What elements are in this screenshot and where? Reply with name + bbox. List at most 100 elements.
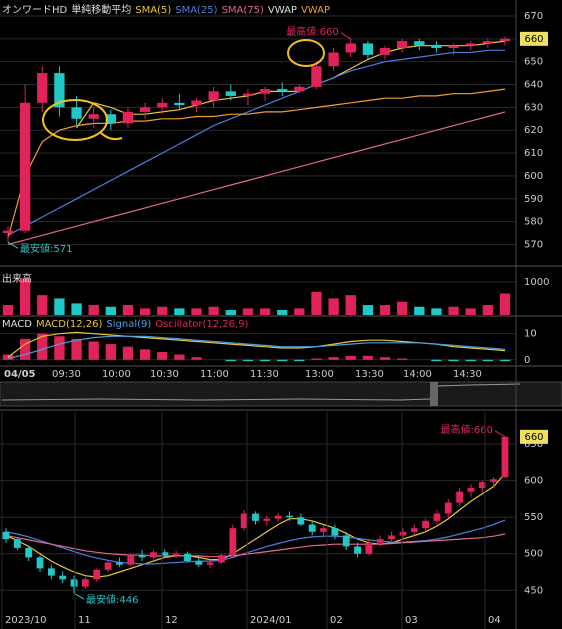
hand-drawn-stroke (99, 131, 123, 141)
oscillator-bar (328, 357, 339, 360)
oscillator-bar (431, 359, 442, 362)
legend-entry: Oscillator(12,26,9) (155, 319, 249, 330)
oscillator-bar (397, 358, 408, 360)
candle-body (54, 73, 65, 108)
legend-entry: VWAP (267, 5, 297, 16)
annotation-leader (7, 241, 19, 249)
price-tag-label: 660 (524, 34, 543, 45)
candle-body (448, 45, 459, 48)
candle-body (105, 114, 116, 124)
candle-body (399, 531, 407, 536)
candle-body (150, 552, 157, 558)
oscillator-bar (174, 354, 185, 360)
volume-bar (465, 308, 476, 315)
navigator[interactable] (0, 381, 562, 407)
legend-entry: 出来高 (2, 274, 32, 285)
candle-body (59, 575, 67, 580)
oscillator-bar (448, 359, 459, 362)
candle-body (308, 524, 316, 532)
volume-bar (259, 308, 271, 315)
series-line (7, 49, 505, 236)
volume-bar (379, 305, 391, 315)
y-tick-label: 650 (524, 57, 543, 68)
price-tag-label: 660 (524, 432, 543, 443)
oscillator-bar (482, 359, 494, 362)
annotation: 最高値:660 (286, 25, 338, 38)
candle-body (242, 93, 254, 96)
oscillator-bar (105, 344, 116, 360)
time-label: 13:00 (305, 369, 334, 380)
y-tick-label: 610 (524, 148, 543, 159)
candle-body (2, 531, 10, 540)
candle-body (379, 47, 391, 55)
candle-body (157, 102, 168, 108)
candle-body (191, 100, 202, 106)
x-tick-label: 11 (78, 615, 91, 626)
candle-body (122, 111, 134, 124)
y-tick-label: 590 (524, 194, 543, 205)
candle-body (376, 539, 384, 543)
volume-bar (54, 298, 65, 315)
legend-entry: SMA(75) (221, 5, 264, 16)
y-tick-label: 1000 (524, 277, 549, 288)
volume-bar (122, 305, 134, 315)
volume-bar (499, 293, 511, 315)
x-tick-label: 04 (488, 615, 501, 626)
candle-body (397, 41, 408, 48)
y-tick-label: 600 (524, 171, 543, 182)
candle-body (320, 528, 327, 532)
candle-body (81, 579, 89, 587)
annotation: 最安値:446 (86, 593, 138, 606)
candle-body (2, 230, 14, 234)
candle-body (431, 45, 442, 48)
x-tick-label: 02 (330, 615, 343, 626)
y-tick-label: 10 (524, 329, 537, 340)
candle-body (206, 562, 214, 565)
x-tick-label: 03 (405, 615, 418, 626)
candle-body (116, 562, 123, 565)
candle-body (172, 553, 180, 556)
candle-body (478, 482, 486, 488)
time-label: 14:00 (403, 369, 432, 380)
candle-body (195, 561, 203, 565)
volume-bar (345, 295, 356, 315)
candle-body (208, 91, 219, 101)
candle-body (88, 114, 99, 119)
y-tick-label: 650 (524, 439, 543, 450)
time-label: 09:30 (52, 369, 81, 380)
candle-body (70, 579, 78, 587)
x-tick-label: 2024/01 (250, 615, 292, 626)
oscillator-bar (311, 358, 322, 360)
y-tick-label: 0 (524, 355, 530, 366)
oscillator-bar (242, 359, 254, 362)
time-label: 11:00 (200, 369, 229, 380)
candle-body (225, 91, 236, 96)
oscillator-bar (71, 338, 82, 360)
volume-bar (242, 308, 254, 315)
volume-bar (208, 306, 219, 315)
price-tag (520, 429, 548, 444)
x-tick-label: 2023/10 (5, 615, 47, 626)
volume-bar (431, 308, 442, 315)
oscillator-bar (139, 349, 151, 360)
candle-body (354, 546, 361, 554)
volume-bar (277, 310, 288, 315)
candle-body (218, 555, 225, 563)
navigator-handle[interactable] (430, 382, 438, 406)
series-line (5, 519, 506, 565)
oscillator-bar (122, 346, 134, 360)
time-label: 14:30 (453, 369, 482, 380)
candle-body (465, 43, 476, 46)
time-label: 13:30 (355, 369, 384, 380)
oscillator-bar (37, 333, 48, 360)
candle-body (328, 52, 339, 67)
candle-body (342, 535, 350, 547)
oscillator-bar (465, 359, 476, 362)
candle-body (19, 102, 31, 231)
annotation: 最高値:660 (441, 423, 493, 436)
candle-body (410, 528, 418, 532)
annotation-leader (73, 592, 85, 600)
volume-bar (37, 295, 48, 315)
legend-entry: 単純移動平均 (71, 5, 132, 16)
